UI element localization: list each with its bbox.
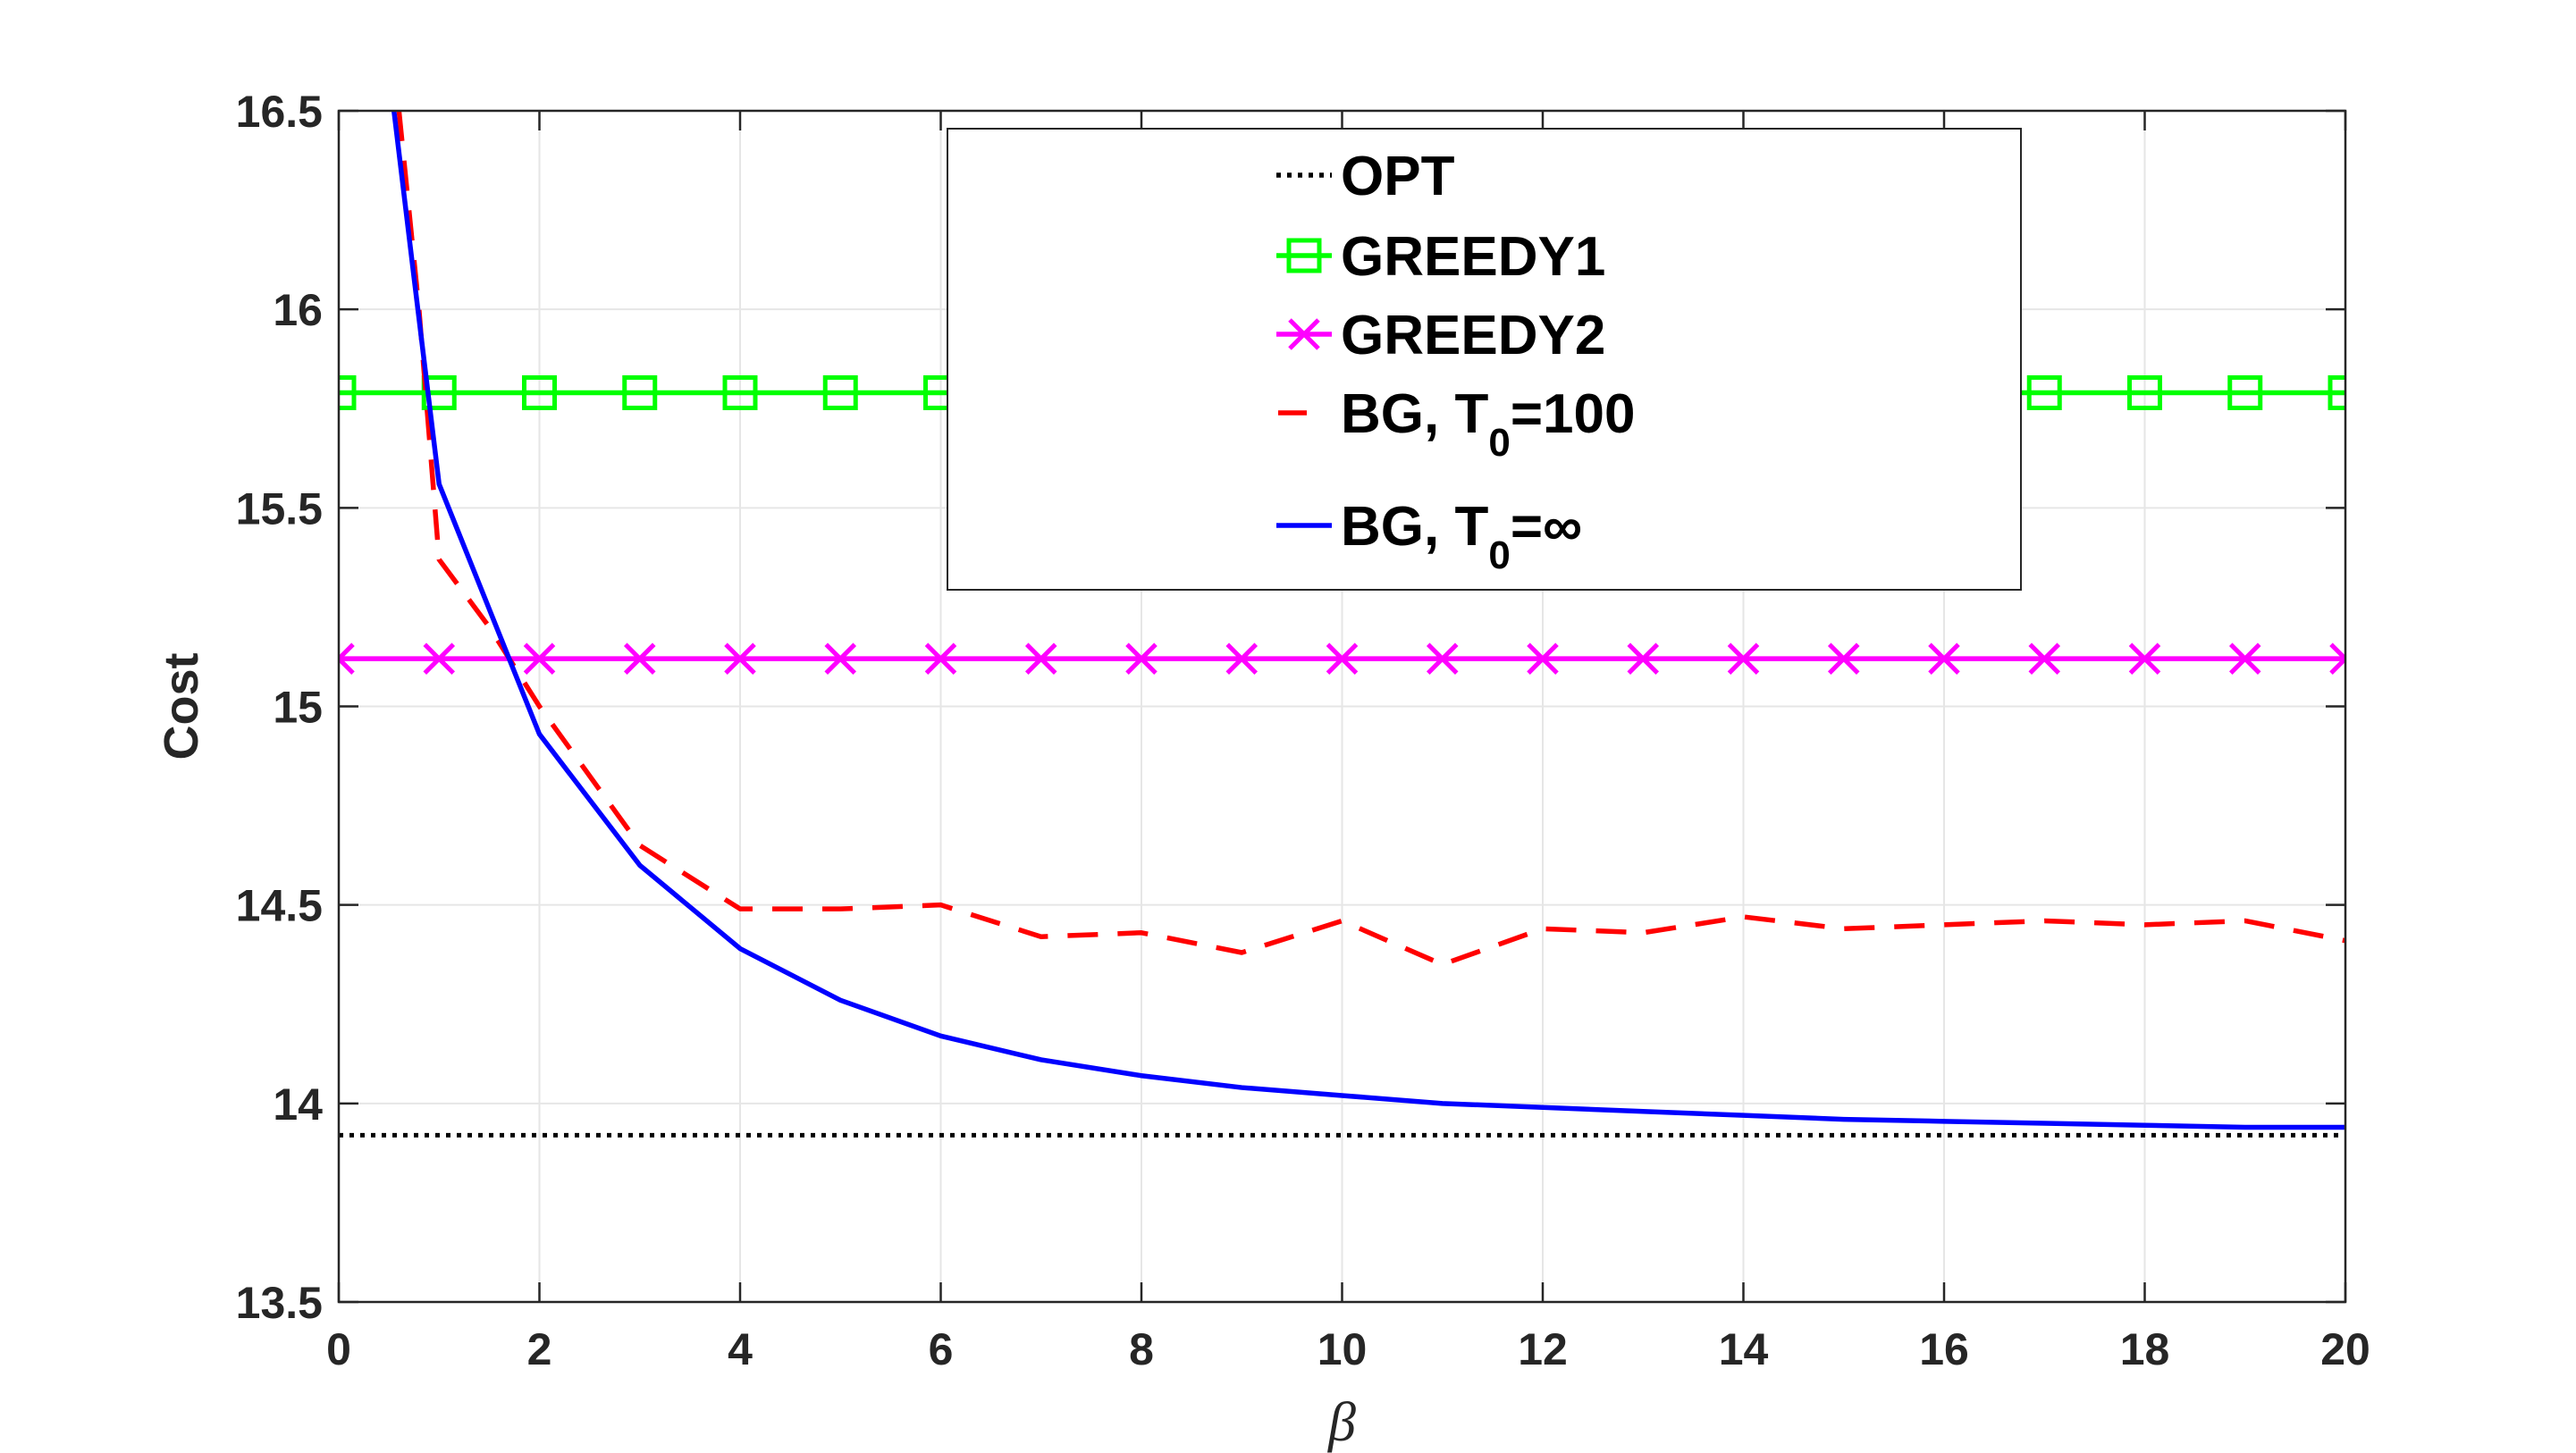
square-marker: [622, 374, 658, 410]
legend-entry: GREEDY2: [1276, 305, 1605, 366]
y-tick-label: 16: [273, 285, 323, 335]
square-marker: [339, 374, 357, 410]
x-marker: [924, 643, 957, 675]
x-tick-label: 4: [728, 1324, 753, 1374]
legend-entry: BG, T0=∞: [1276, 496, 1582, 577]
x-marker: [339, 643, 355, 675]
legend-label-subscript: 0: [1488, 533, 1510, 577]
x-tick-label: 18: [2120, 1324, 2170, 1374]
y-tick-label: 14: [273, 1079, 323, 1130]
legend-box: [947, 128, 2022, 591]
x-tick-label: 20: [2320, 1324, 2370, 1374]
square-marker: [522, 374, 557, 410]
x-axis-title: β: [1327, 1392, 1356, 1453]
x-marker: [2128, 643, 2161, 675]
legend-label: BG, T0=100: [1341, 383, 1635, 465]
legend-label-suffix: =∞: [1511, 496, 1582, 558]
square-marker: [421, 374, 457, 410]
x-marker: [1627, 643, 1660, 675]
x-tick-label: 6: [929, 1324, 954, 1374]
x-tick-label: 10: [1317, 1324, 1368, 1374]
square-marker: [2227, 374, 2263, 410]
x-marker: [1326, 643, 1359, 675]
x-marker: [1024, 643, 1057, 675]
legend-entry: OPT: [1276, 146, 1455, 207]
x-marker: [1288, 318, 1320, 350]
legend-label: OPT: [1341, 146, 1455, 207]
axes: 0 2 4 6 8 10 12 14 16 18 20 13.5 14 14.5 15 15.5 16 16.5: [236, 87, 2370, 1374]
x-tick-label: 12: [1518, 1324, 1568, 1374]
x-marker: [2329, 643, 2345, 675]
legend-label-main: GREEDY1: [1341, 226, 1605, 288]
x-tick-label: 8: [1129, 1324, 1154, 1374]
legend-label: GREEDY2: [1341, 305, 1605, 366]
y-axis-title: Cost: [155, 652, 208, 760]
x-marker: [1125, 643, 1158, 675]
series-line: [391, 111, 2345, 1130]
x-marker: [724, 643, 756, 675]
square-marker: [2328, 374, 2345, 410]
series-line: [396, 111, 2345, 968]
y-tick-label: 14.5: [236, 881, 323, 931]
x-marker: [2028, 643, 2061, 675]
square-marker: [1286, 238, 1322, 273]
legend-entry: GREEDY1: [1276, 226, 1605, 288]
x-marker: [1827, 643, 1860, 675]
x-marker: [523, 643, 556, 675]
x-marker: [423, 643, 456, 675]
x-marker: [623, 643, 656, 675]
series-greedy2: [339, 643, 2345, 675]
x-tick-label: 0: [326, 1324, 351, 1374]
square-marker: [722, 374, 758, 410]
square-marker: [822, 374, 858, 410]
legend-label-suffix: =100: [1511, 383, 1636, 445]
series-bg-t0-100: [396, 111, 2345, 968]
x-marker: [2228, 643, 2261, 675]
legend-entry: BG, T0=100: [1278, 383, 1635, 465]
legend-label: GREEDY1: [1341, 226, 1605, 288]
square-marker: [2127, 374, 2162, 410]
legend-label-main: OPT: [1341, 146, 1455, 207]
x-marker: [1225, 643, 1259, 675]
y-tick-label: 16.5: [236, 87, 323, 137]
legend-label: BG, T0=∞: [1341, 496, 1582, 577]
series-bg-t0-: [391, 111, 2345, 1130]
square-marker: [2026, 374, 2062, 410]
x-tick-label: 14: [1719, 1324, 1769, 1374]
y-tick-label: 13.5: [236, 1278, 323, 1328]
x-marker: [1527, 643, 1559, 675]
legend-label-main: BG, T: [1341, 496, 1488, 558]
legend-label-subscript: 0: [1488, 421, 1510, 465]
y-tick-label: 15.5: [236, 483, 323, 533]
x-marker: [1426, 643, 1459, 675]
x-marker: [824, 643, 857, 675]
x-tick-label: 2: [527, 1324, 552, 1374]
x-marker: [1928, 643, 1960, 675]
x-tick-label: 16: [1919, 1324, 1969, 1374]
legend-label-main: BG, T: [1341, 383, 1488, 445]
x-marker: [1727, 643, 1760, 675]
y-tick-label: 15: [273, 683, 323, 733]
legend-label-main: GREEDY2: [1341, 305, 1605, 366]
